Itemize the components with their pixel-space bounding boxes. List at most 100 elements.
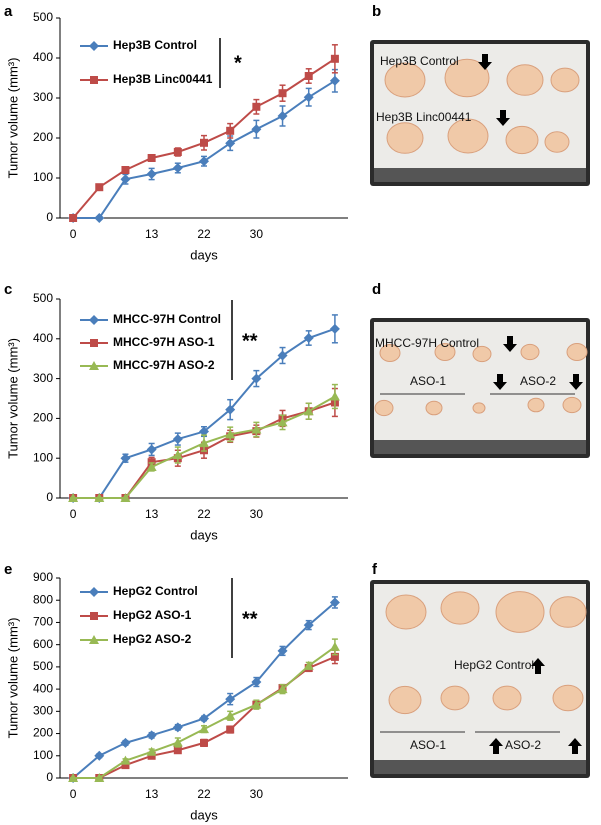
tumor (527, 397, 545, 413)
arrow (478, 54, 492, 70)
marker (278, 89, 287, 98)
tumor (440, 685, 470, 711)
legend-marker (90, 612, 98, 620)
y-tick-label: 500 (33, 10, 53, 24)
x-tick-label: 13 (145, 507, 159, 521)
marker (303, 92, 314, 103)
marker (94, 750, 105, 761)
photo-label: HepG2 Control (454, 658, 534, 672)
legend-marker (89, 41, 99, 51)
x-axis-title: days (190, 527, 218, 542)
y-tick-label: 0 (46, 210, 53, 224)
tumor (495, 591, 545, 633)
marker (225, 138, 236, 149)
y-tick-label: 400 (33, 50, 53, 64)
marker (68, 773, 79, 782)
marker (225, 404, 236, 415)
marker (251, 124, 262, 135)
marker (69, 214, 78, 222)
marker (303, 660, 314, 670)
marker (120, 174, 131, 185)
marker (147, 154, 156, 162)
y-tick-label: 500 (33, 659, 53, 673)
legend-marker (90, 76, 98, 84)
arrow (531, 658, 545, 674)
y-tick-label: 900 (33, 570, 53, 584)
tumor (520, 343, 540, 361)
marker (120, 737, 131, 748)
x-tick-label: 0 (70, 787, 77, 801)
marker (199, 713, 209, 724)
marker (200, 738, 208, 747)
legend-label: HepG2 Control (113, 584, 198, 598)
tumor (386, 122, 424, 154)
tumor (444, 58, 490, 98)
marker (303, 406, 314, 416)
marker (277, 111, 288, 121)
marker (199, 724, 209, 734)
significance-mark: ** (242, 608, 258, 630)
x-tick-label: 13 (145, 227, 159, 241)
y-tick-label: 200 (33, 411, 53, 425)
series-line (73, 327, 336, 499)
legend-label: MHCC-97H ASO-2 (113, 358, 215, 372)
marker (68, 493, 79, 502)
tumor (447, 118, 489, 154)
marker (277, 350, 288, 361)
marker (121, 761, 130, 770)
y-tick-label: 400 (33, 681, 53, 695)
marker (251, 677, 262, 687)
y-tick-label: 700 (33, 615, 53, 629)
x-tick-label: 22 (197, 787, 211, 801)
photo-label: Hep3B Linc00441 (376, 110, 472, 124)
y-tick-label: 800 (33, 592, 53, 606)
series-line (72, 601, 336, 779)
marker (329, 597, 340, 608)
marker (146, 444, 157, 455)
marker (172, 163, 183, 173)
marker (251, 373, 262, 384)
marker (172, 450, 183, 460)
y-tick-label: 100 (33, 748, 53, 762)
marker (329, 323, 340, 334)
y-tick-label: 300 (33, 704, 53, 718)
marker (303, 620, 314, 631)
panel-label: a (4, 3, 13, 20)
y-axis-title: Tumor volume (mm³) (5, 338, 20, 459)
tumor (434, 343, 456, 361)
x-tick-label: 13 (145, 787, 159, 801)
ruler (374, 168, 586, 182)
marker (225, 694, 236, 705)
tumor (379, 344, 401, 362)
marker (146, 169, 157, 179)
tumor (385, 594, 427, 630)
panel-label: e (4, 561, 12, 578)
photo-label: ASO-2 (520, 374, 556, 388)
legend-label: Hep3B Linc00441 (113, 72, 213, 86)
tumor (425, 400, 443, 416)
y-tick-label: 200 (33, 130, 53, 144)
legend-marker (89, 361, 99, 370)
tumor (388, 685, 422, 715)
panel-label: b (372, 3, 381, 20)
y-tick-label: 0 (46, 770, 53, 784)
arrow (489, 738, 503, 754)
photo-label: ASO-1 (410, 738, 446, 752)
gauze (374, 322, 586, 440)
marker (173, 746, 182, 755)
marker (330, 652, 339, 661)
marker (303, 333, 314, 344)
tumor (384, 62, 426, 98)
x-tick-label: 30 (250, 787, 264, 801)
marker (225, 429, 236, 439)
x-tick-label: 22 (197, 227, 211, 241)
marker (199, 156, 209, 167)
photo-label: MHCC-97H Control (375, 336, 479, 350)
tumor (549, 596, 587, 628)
y-tick-label: 200 (33, 726, 53, 740)
tumor (374, 399, 394, 417)
marker (251, 424, 262, 434)
marker (251, 699, 262, 709)
tumor (566, 343, 588, 361)
